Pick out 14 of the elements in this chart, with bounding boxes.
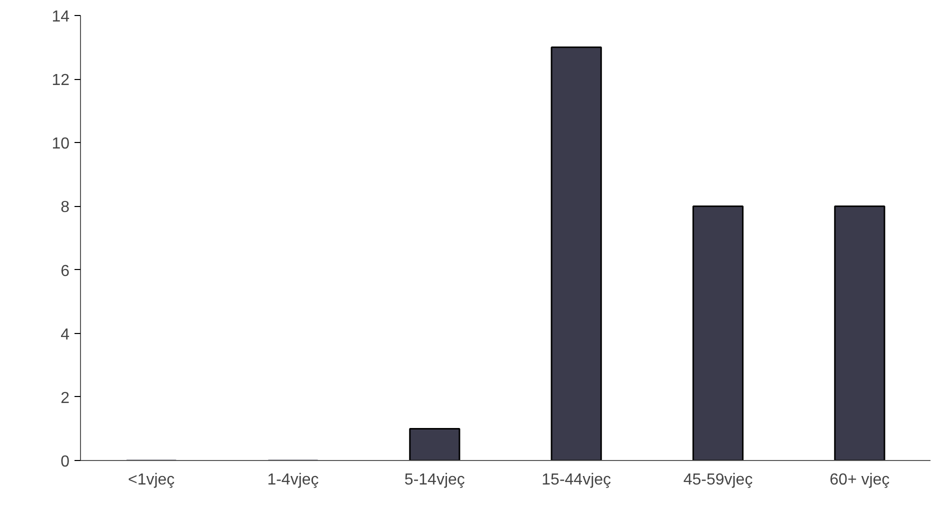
y-tick-label: 4 <box>60 326 70 344</box>
x-tick-label: <1vjeç <box>128 472 175 488</box>
y-tick-label: 12 <box>52 72 70 90</box>
y-tick-label: 8 <box>60 199 70 216</box>
y-tick-label: 0 <box>60 454 70 470</box>
x-tick-label: 1-4vjeç <box>267 472 319 488</box>
x-tick-label: 45-59vjeç <box>683 472 753 488</box>
y-tick-label: 14 <box>52 8 70 26</box>
x-tick-label: 60+ vjeç <box>830 472 890 488</box>
y-tick-label: 6 <box>60 262 70 280</box>
y-tick-label: 2 <box>60 390 70 407</box>
y-tick-label: 10 <box>52 136 70 153</box>
x-tick-label: 5-14vjeç <box>404 472 465 488</box>
x-tick-label: 15-44vjeç <box>542 472 612 488</box>
